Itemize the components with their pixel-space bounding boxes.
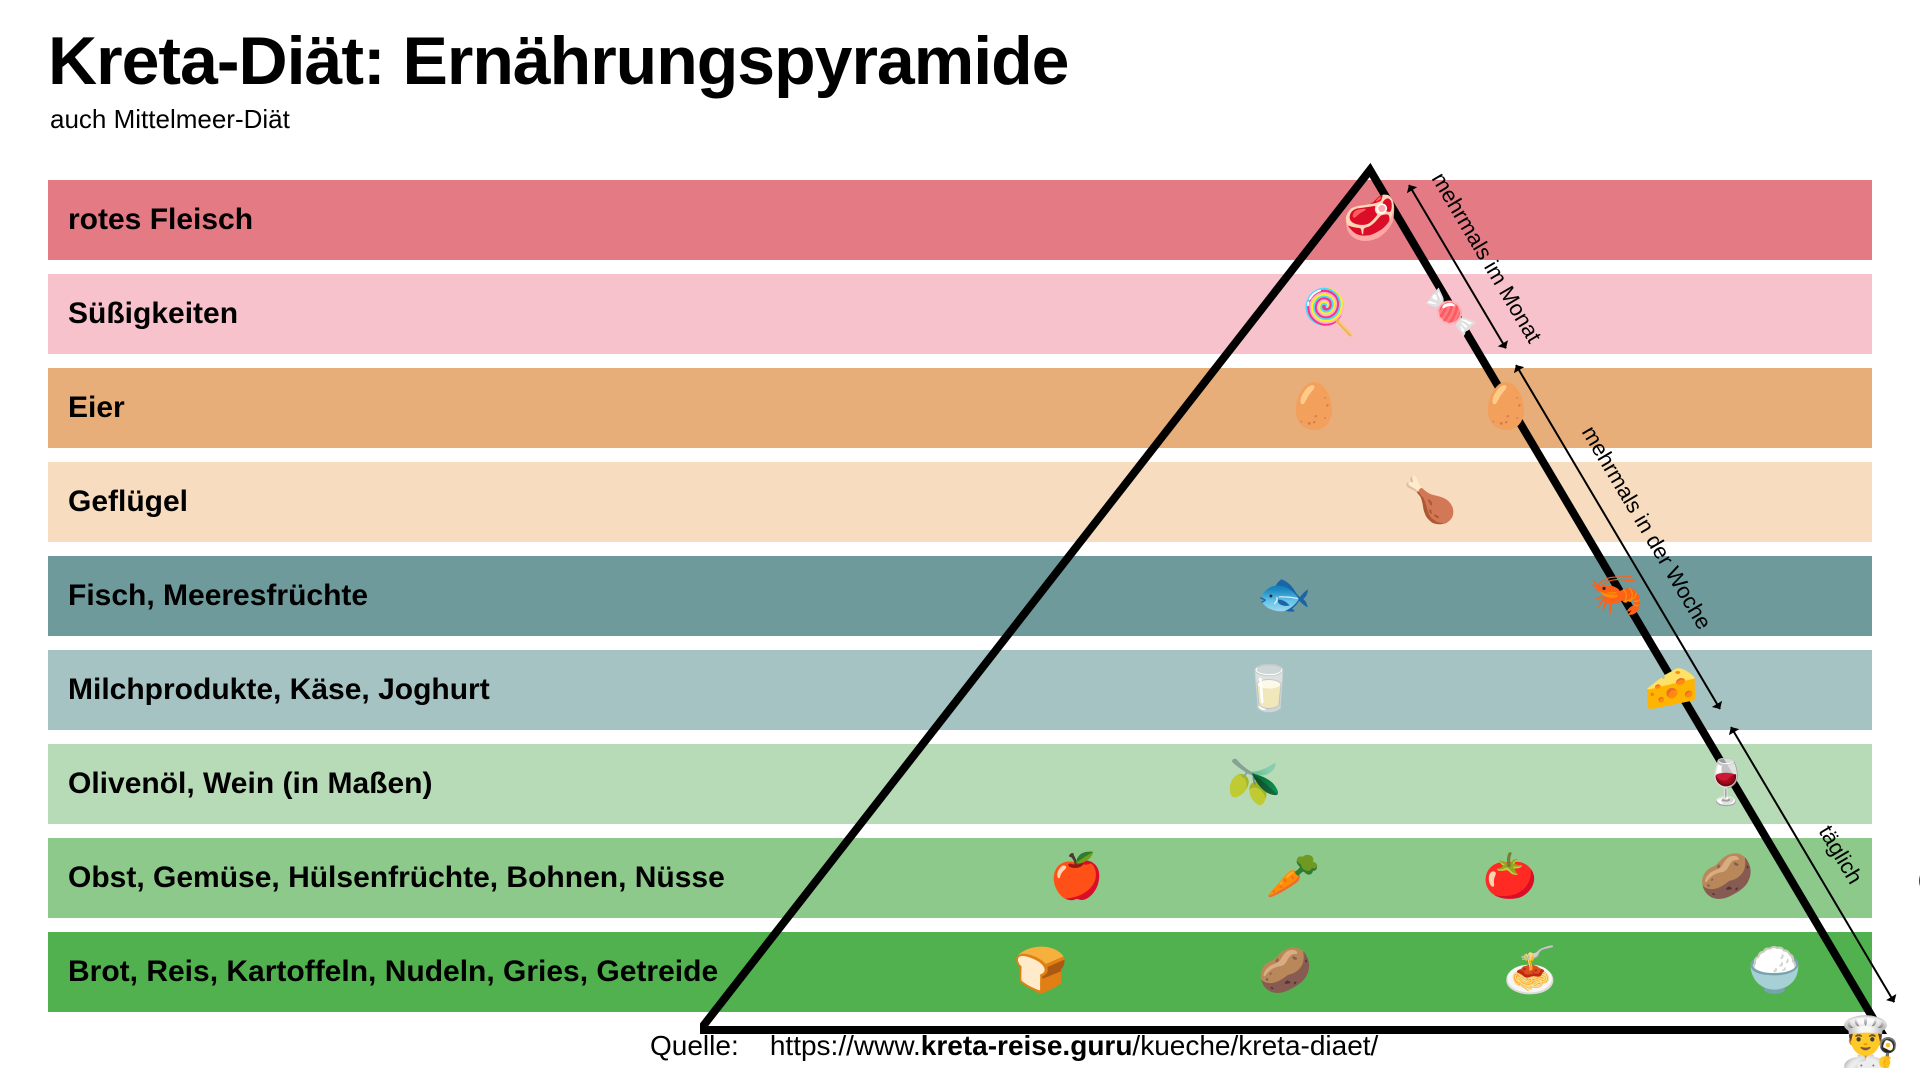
source-line: Quelle: https://www.kreta-reise.guru/kue… [650, 1030, 1378, 1062]
icon-row-8: 🍞🥔🍝🍚🌾 [930, 944, 1920, 996]
bar-label: Milchprodukte, Käse, Joghurt [68, 673, 490, 707]
food-icon: 🥚 [1287, 380, 1342, 432]
food-icon: 🦐 [1589, 568, 1644, 620]
source-label: Quelle: [650, 1030, 739, 1061]
food-icon: 🍷 [1699, 756, 1754, 808]
food-icon: 🍬 [1424, 286, 1479, 338]
bar-label: Fisch, Meeresfrüchte [68, 579, 368, 613]
food-icon: 🍗 [1403, 474, 1458, 526]
food-icon: 🥚 [1479, 380, 1534, 432]
food-icon: 🍚 [1747, 944, 1802, 996]
food-icon: 🍝 [1503, 944, 1558, 996]
food-icon: 🐟 [1257, 568, 1312, 620]
food-icon: 🍎 [1049, 850, 1104, 902]
bar-label: Süßigkeiten [68, 297, 238, 331]
food-icon: 🥔 [1699, 850, 1754, 902]
food-icon: 🥔 [1258, 944, 1313, 996]
food-icon: 🍞 [1013, 944, 1068, 996]
bar-label: Eier [68, 391, 125, 425]
bar-label: Obst, Gemüse, Hülsenfrüchte, Bohnen, Nüs… [68, 861, 725, 895]
bar-row-1: Süßigkeiten [48, 274, 1872, 354]
page-title: Kreta-Diät: Ernährungspyramide [48, 22, 1068, 100]
bar-label: Geflügel [68, 485, 188, 519]
source-url-suffix: /kueche/kreta-diaet/ [1132, 1030, 1378, 1061]
food-icon: 🌰 [1916, 850, 1920, 902]
food-icon: 🍅 [1483, 850, 1538, 902]
mascot-icon: 👨‍🍳 [1840, 1013, 1900, 1070]
icon-row-6: 🫒🍷 [1030, 756, 1920, 808]
icon-row-5: 🥛🧀 [1080, 662, 1860, 714]
food-icon: 🥩 [1343, 192, 1398, 244]
source-url-bold: kreta-reise.guru [921, 1030, 1133, 1061]
bar-label: Brot, Reis, Kartoffeln, Nudeln, Gries, G… [68, 955, 718, 989]
icon-row-1: 🍭🍬 [1280, 286, 1500, 338]
page-subtitle: auch Mittelmeer-Diät [50, 104, 290, 135]
bar-label: Olivenöl, Wein (in Maßen) [68, 767, 432, 801]
food-icon: 🫒 [1227, 756, 1282, 808]
bar-row-0: rotes Fleisch [48, 180, 1872, 260]
icon-row-0: 🥩 [1330, 192, 1410, 244]
source-url-prefix: https://www. [770, 1030, 921, 1061]
icon-row-2: 🥚🥚 [1230, 380, 1590, 432]
food-icon: 🍭 [1302, 286, 1357, 338]
food-icon: 🧀 [1644, 662, 1699, 714]
food-icon: 🥛 [1242, 662, 1297, 714]
food-icon: 🥕 [1266, 850, 1321, 902]
icon-row-7: 🍎 🥕 🍅 🥔 🌰 [980, 850, 1920, 902]
bar-label: rotes Fleisch [68, 203, 253, 237]
